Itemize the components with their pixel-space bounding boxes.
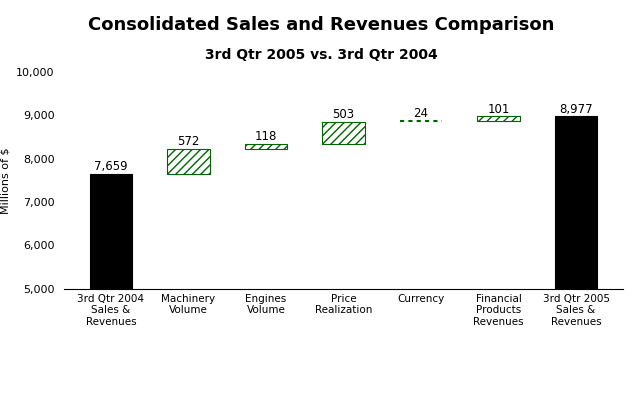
Text: 8,977: 8,977 [559, 103, 593, 115]
Bar [555, 116, 597, 289]
Text: 101: 101 [487, 103, 510, 115]
Bar [90, 174, 132, 289]
Text: 24: 24 [413, 107, 428, 120]
Text: Consolidated Sales and Revenues Comparison: Consolidated Sales and Revenues Comparis… [88, 16, 554, 34]
Text: 572: 572 [177, 135, 200, 148]
Text: 503: 503 [333, 108, 354, 121]
Bar [322, 122, 365, 144]
Text: 3rd Qtr 2005 vs. 3rd Qtr 2004: 3rd Qtr 2005 vs. 3rd Qtr 2004 [205, 48, 437, 62]
Text: 7,659: 7,659 [94, 160, 128, 173]
Bar [167, 149, 210, 174]
Bar [477, 116, 520, 121]
Text: 118: 118 [255, 130, 277, 143]
Y-axis label: Millions of $: Millions of $ [1, 147, 10, 214]
Bar [245, 144, 287, 149]
